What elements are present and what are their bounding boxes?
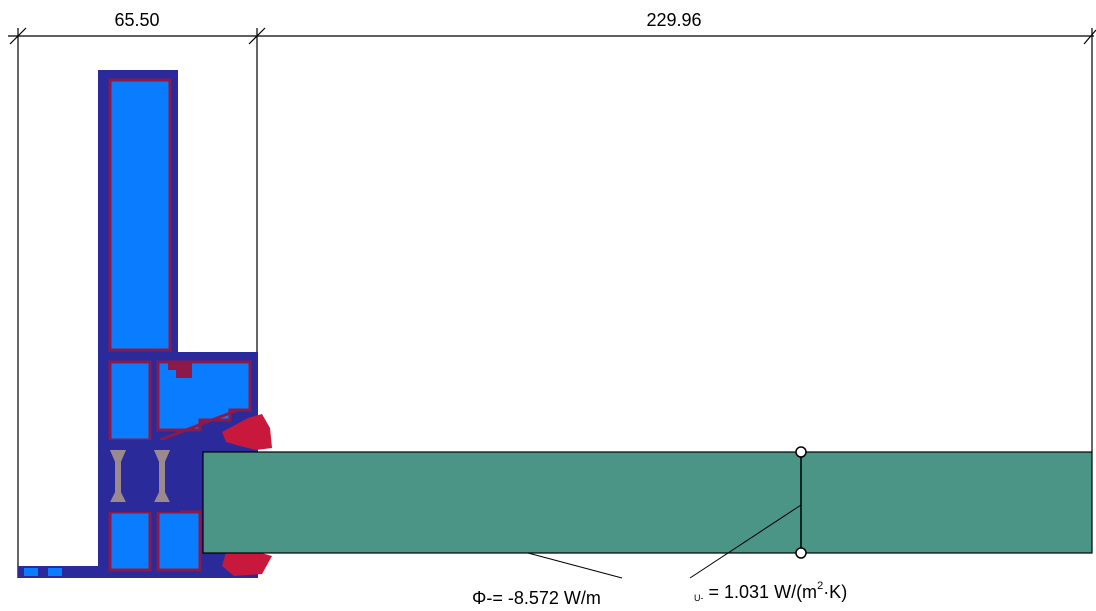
leader-heat-flow	[527, 552, 623, 579]
u-value-marker	[795, 446, 807, 559]
frame-flange-clip-1	[24, 568, 38, 576]
dimension-tick-left	[9, 27, 27, 45]
leader-lines	[527, 504, 802, 579]
dimension-left-width: 65.50	[114, 10, 160, 30]
thermal-break	[98, 440, 180, 512]
dimension-lines	[8, 27, 1096, 578]
gasket-upper	[222, 414, 272, 450]
heat-flow-value: = -8.572 W/m	[492, 588, 601, 608]
u-marker-top	[795, 446, 807, 458]
u-value-exponent: 2	[817, 580, 824, 592]
frame-chamber-left-mid	[108, 360, 152, 442]
dimension-right-width: 229.96	[646, 10, 702, 30]
frame-chamber-left-low	[108, 510, 152, 572]
u-value-text-a: = 1.031 W/(m	[708, 582, 818, 602]
gaskets	[222, 414, 272, 576]
gasket-lower	[222, 552, 272, 576]
heat-flow-result: Φ-= -8.572 W/m	[472, 588, 601, 609]
thermal-break-band	[98, 440, 180, 450]
u-value-text-b: ·K)	[823, 582, 848, 602]
u-marker-bottom	[795, 547, 807, 559]
frame-web	[159, 408, 239, 442]
glazing-unit	[202, 451, 1093, 554]
u-value-result: U- = 1.031 W/(m2·K)	[694, 580, 848, 603]
heat-flow-symbol: Φ-	[472, 588, 493, 608]
frame-profile	[18, 70, 258, 578]
u-value-symbol: U-	[694, 593, 704, 603]
frame-flange-clip-2	[48, 568, 62, 576]
frame-chamber-upper	[108, 78, 172, 352]
dimension-tick-right	[1083, 29, 1096, 45]
thermal-break-band-low	[98, 502, 180, 512]
frame-hook	[168, 362, 192, 378]
leader-u-value	[689, 504, 802, 579]
dimension-tick-mid	[248, 27, 266, 45]
frame-chamber-right-low	[156, 510, 202, 572]
